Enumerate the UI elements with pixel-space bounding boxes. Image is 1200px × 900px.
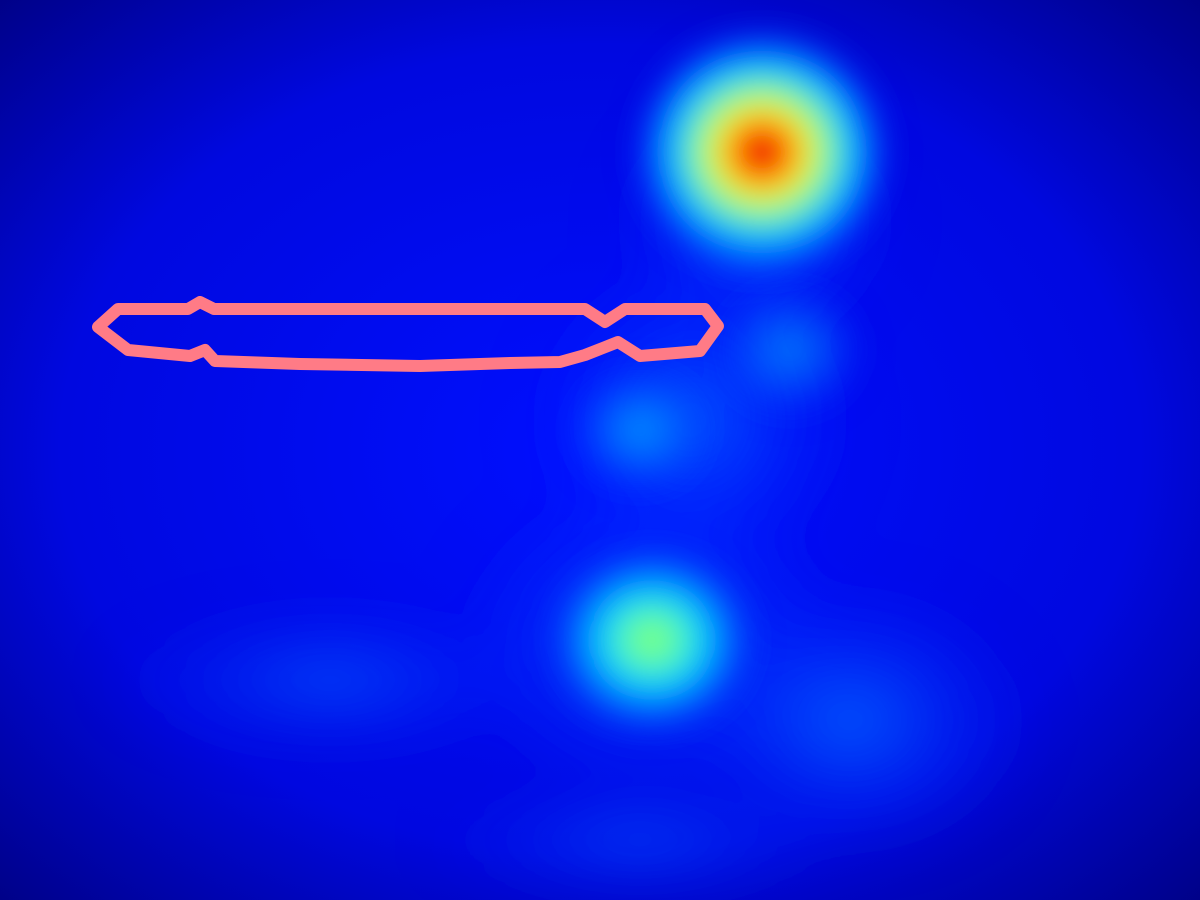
bounding-outline — [92, 296, 724, 372]
cyan-regions — [565, 280, 870, 495]
secondary-hotspot — [547, 545, 757, 735]
primary-hotspot — [632, 27, 892, 277]
